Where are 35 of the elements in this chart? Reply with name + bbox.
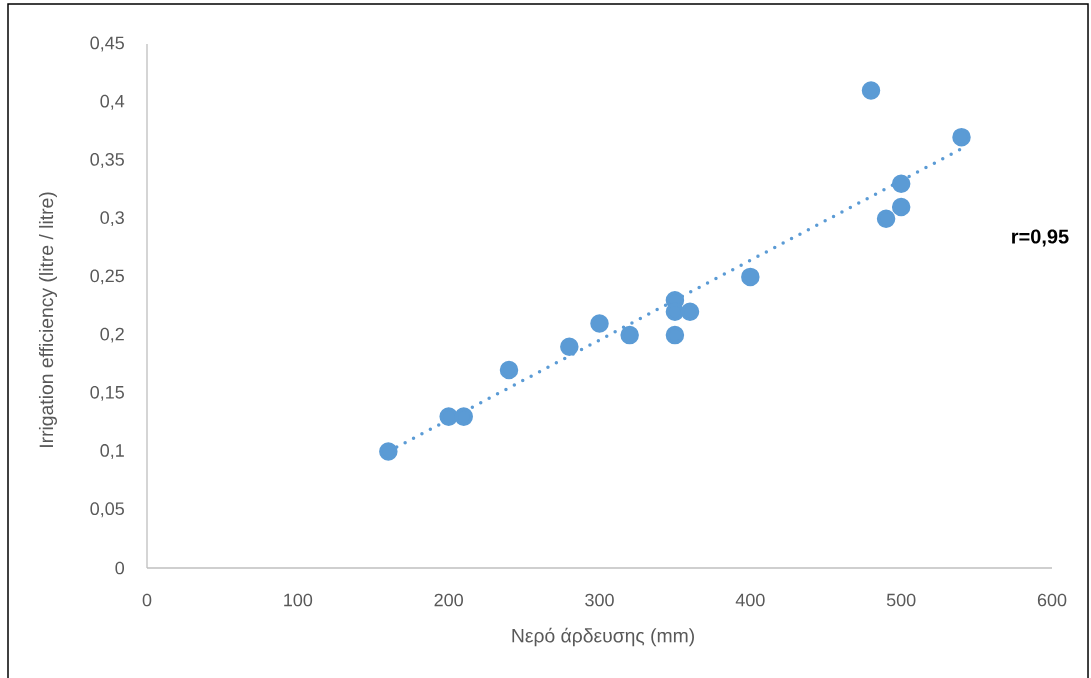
point [665, 325, 685, 345]
annotation: r=0,95 [1012, 229, 1069, 247]
x-tick-label: 0 [142, 593, 152, 607]
y-tick-label: 0,3 [100, 211, 124, 227]
point [379, 442, 398, 461]
x-tick-label: 100 [284, 593, 313, 607]
y-tick-label: 0 [115, 561, 125, 575]
point [861, 81, 881, 100]
point [439, 407, 458, 426]
y-axis-title: Irrigation efficiency (litre / litre) [38, 192, 57, 447]
point [891, 174, 911, 193]
point [560, 337, 579, 357]
y-tick-label: 0,05 [90, 502, 124, 518]
x-tick-label: 500 [886, 593, 916, 607]
point [499, 360, 519, 380]
point [952, 127, 971, 147]
y-tick-label: 0,2 [100, 327, 124, 343]
point [590, 314, 609, 333]
point [876, 209, 896, 228]
point [680, 302, 700, 322]
point [741, 267, 760, 287]
x-axis-title: Νερό άρδευσης (mm) [512, 627, 694, 647]
y-tick-label: 0,1 [100, 444, 124, 459]
y-tick-label: 0,4 [100, 94, 125, 110]
x-tick-label: 300 [585, 593, 614, 607]
x-tick-label: 200 [434, 593, 463, 607]
y-tick-label: 0,45 [90, 36, 124, 52]
point [891, 197, 911, 217]
x-tick-label: 400 [735, 593, 765, 607]
x-tick-label: 600 [1037, 593, 1067, 607]
point [620, 325, 639, 345]
y-tick-label: 0,35 [90, 153, 124, 168]
point [454, 407, 473, 426]
y-tick-label: 0,15 [90, 385, 124, 401]
y-tick-label: 0,25 [90, 269, 124, 285]
